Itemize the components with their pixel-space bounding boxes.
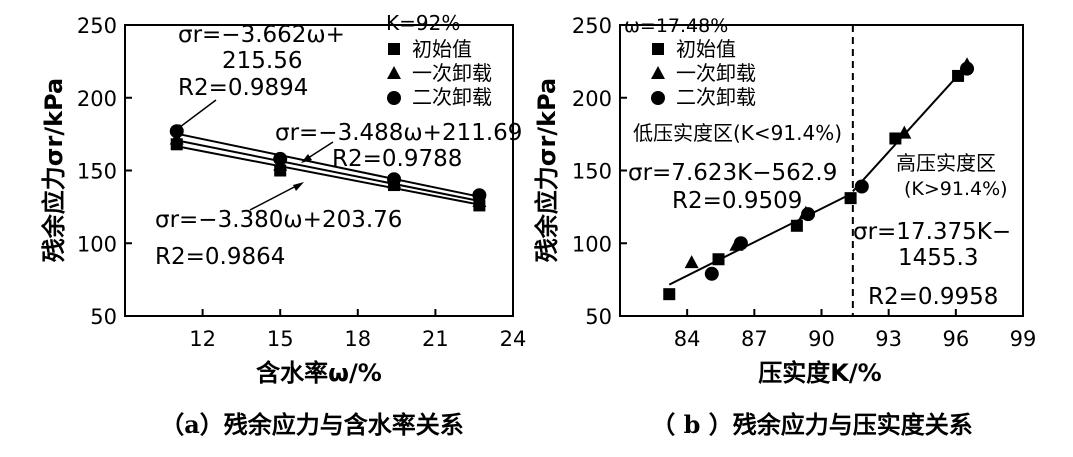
x-tick-label-b: 87 bbox=[741, 327, 768, 351]
x-axis-title-b: 压实度K/% bbox=[758, 359, 881, 387]
high-region-r2: R2=0.9958 bbox=[868, 284, 998, 310]
x-tick-label-a: 24 bbox=[500, 327, 527, 351]
x-ticks-a: 12 15 18 21 24 bbox=[189, 309, 526, 351]
data-point-b-square bbox=[663, 288, 676, 301]
legend-label-a-1: 一次卸载 bbox=[412, 61, 492, 85]
high-region-label: 高压实度区 bbox=[896, 151, 996, 175]
legend-circle-marker-a bbox=[387, 91, 401, 105]
data-point-a-circle bbox=[387, 172, 402, 187]
leader-arrow-a-1 bbox=[293, 182, 304, 191]
fit-line-a-1 bbox=[176, 139, 480, 202]
x-ticks-b: 84 87 90 93 96 99 bbox=[674, 309, 1037, 351]
y-tick-label-b: 100 bbox=[572, 232, 612, 256]
data-point-b-circle bbox=[960, 61, 975, 76]
leader-line-a-3 bbox=[175, 99, 217, 131]
low-region-fit: σr=7.623K−562.9 bbox=[628, 160, 837, 186]
data-point-b-square bbox=[889, 132, 902, 145]
legend-label-b-2: 二次卸载 bbox=[676, 85, 756, 109]
fit-line-a-0 bbox=[176, 145, 480, 206]
data-point-b-triangle bbox=[684, 255, 699, 269]
fit-lines-a bbox=[176, 132, 480, 206]
high-region-fit-cont: 1455.3 bbox=[898, 245, 978, 271]
data-points-b bbox=[663, 57, 975, 301]
legend-triangle-marker-b bbox=[651, 66, 665, 79]
r2-a-1: R2=0.9864 bbox=[155, 244, 285, 270]
fit-equation-a-3: σr=−3.662ω+ bbox=[178, 22, 345, 48]
y-axis-title-b: 残余应力σr/kPa bbox=[533, 78, 561, 262]
legend-label-a-0: 初始值 bbox=[412, 37, 472, 61]
y-axis-title-a: 残余应力σr/kPa bbox=[40, 78, 68, 262]
fit-equation-a-2: σr=−3.488ω+211.69 bbox=[275, 120, 522, 146]
low-region-label: 低压实度区(K<91.4%) bbox=[633, 121, 842, 145]
x-tick-label-b: 99 bbox=[1010, 327, 1037, 351]
fit-lines-b bbox=[668, 25, 968, 316]
condition-label-a: K=92% bbox=[386, 11, 460, 35]
fit-equation-a-3-cont: 215.56 bbox=[222, 48, 302, 74]
fit-line-low bbox=[668, 192, 854, 286]
data-point-b-circle bbox=[733, 236, 748, 251]
x-tick-label-a: 21 bbox=[422, 327, 449, 351]
leader-arrow-a-2 bbox=[301, 154, 312, 163]
panel-a: 50 100 150 200 250 12 15 18 21 24 残余应力σr/kPa 含水率… bbox=[40, 11, 526, 439]
legend-circle-marker-b bbox=[651, 91, 665, 105]
x-tick-label-a: 12 bbox=[189, 327, 216, 351]
fit-line-high bbox=[852, 64, 968, 192]
panel-b: 50 100 150 200 250 84 87 90 93 96 99 残余应力σr/kPa 压… bbox=[533, 14, 1036, 439]
caption-a: （a）残余应力与含水率关系 bbox=[160, 410, 464, 439]
y-tick-label-a: 100 bbox=[77, 232, 117, 256]
y-tick-label-a: 50 bbox=[90, 305, 117, 329]
data-point-b-square bbox=[790, 219, 803, 232]
x-tick-label-a: 15 bbox=[267, 327, 294, 351]
y-tick-label-a: 250 bbox=[77, 14, 117, 38]
y-tick-label-a: 200 bbox=[77, 87, 117, 111]
legend-label-b-1: 一次卸载 bbox=[676, 61, 756, 85]
leader-arrow-a-3 bbox=[172, 124, 184, 133]
x-axis-title-a: 含水率ω/% bbox=[256, 359, 382, 387]
high-region-fit: σr=17.375K− bbox=[853, 219, 1011, 245]
legend-square-marker-b bbox=[652, 43, 664, 55]
y-tick-label-b: 200 bbox=[572, 87, 612, 111]
y-tick-label-a: 150 bbox=[77, 160, 117, 184]
data-point-a-circle bbox=[273, 151, 288, 166]
x-tick-label-a: 18 bbox=[344, 327, 371, 351]
x-tick-label-b: 84 bbox=[674, 327, 701, 351]
y-tick-label-b: 50 bbox=[585, 305, 612, 329]
legend-square-marker-a bbox=[388, 43, 400, 55]
legend-label-a-2: 二次卸载 bbox=[412, 85, 492, 109]
fit-line-a-2 bbox=[176, 132, 480, 198]
data-point-b-triangle bbox=[897, 125, 912, 139]
data-point-b-square bbox=[952, 69, 965, 82]
fit-equation-a-1: σr=−3.380ω+203.76 bbox=[155, 207, 402, 233]
r2-a-3: R2=0.9894 bbox=[178, 75, 308, 101]
leader-line-a-1 bbox=[249, 183, 301, 211]
y-tick-label-b: 250 bbox=[572, 14, 612, 38]
y-ticks-b: 50 100 150 200 250 bbox=[572, 14, 627, 329]
r2-a-2: R2=0.9788 bbox=[332, 146, 462, 172]
data-point-b-square bbox=[844, 192, 857, 205]
data-point-b-circle bbox=[854, 179, 869, 194]
data-point-b-circle bbox=[704, 266, 719, 281]
condition-label-b: ω=17.48% bbox=[624, 15, 728, 37]
x-tick-label-b: 96 bbox=[942, 327, 969, 351]
data-point-b-square bbox=[712, 253, 725, 266]
caption-b: （ b ）残余应力与压实度关系 bbox=[651, 410, 973, 439]
data-point-a-circle bbox=[472, 188, 487, 203]
x-tick-label-b: 90 bbox=[808, 327, 835, 351]
data-point-b-circle bbox=[801, 207, 816, 222]
x-tick-label-b: 93 bbox=[875, 327, 902, 351]
legend-triangle-marker-a bbox=[387, 66, 401, 79]
high-region-condition: (K>91.4%) bbox=[904, 178, 1008, 200]
y-tick-label-b: 150 bbox=[572, 160, 612, 184]
low-region-r2: R2=0.9509 bbox=[672, 188, 802, 214]
legend-label-b-0: 初始值 bbox=[676, 37, 736, 61]
y-ticks-a: 50 100 150 200 250 bbox=[77, 14, 132, 329]
